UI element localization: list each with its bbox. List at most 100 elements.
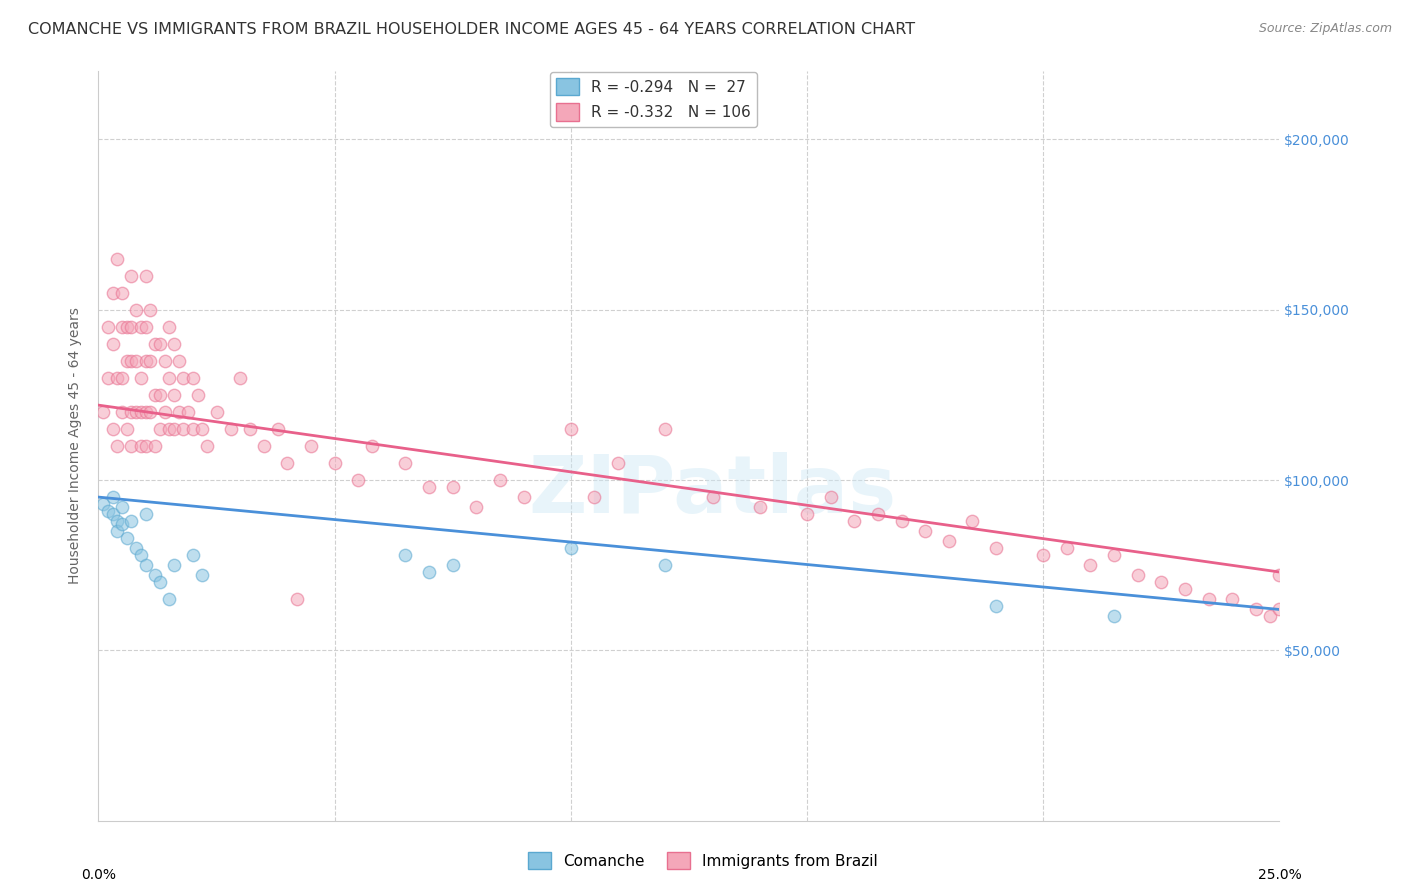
Point [111,319,134,334]
Point [1080,558,1102,573]
Point [181,422,204,436]
Point [91,497,114,511]
Point [105,524,128,538]
Point [654,422,676,436]
Point [191,568,214,582]
Point [101,336,124,351]
Point [560,422,582,436]
Point [129,548,152,562]
Point [1174,582,1197,596]
Point [157,371,180,385]
Point [866,507,889,521]
Point [167,354,190,368]
Point [143,439,166,453]
Point [135,354,157,368]
Point [163,388,186,402]
Point [97,319,120,334]
Point [153,354,176,368]
Point [129,405,152,419]
Point [267,422,290,436]
Point [394,456,416,470]
Point [121,319,143,334]
Point [748,500,770,515]
Point [125,354,148,368]
Text: 0.0%: 0.0% [82,868,115,882]
Point [654,558,676,573]
Point [441,558,464,573]
Point [276,456,298,470]
Point [1268,568,1291,582]
Point [702,490,724,504]
Point [163,558,186,573]
Point [1150,575,1173,590]
Point [157,592,180,607]
Text: COMANCHE VS IMMIGRANTS FROM BRAZIL HOUSEHOLDER INCOME AGES 45 - 64 YEARS CORRELA: COMANCHE VS IMMIGRANTS FROM BRAZIL HOUSE… [28,22,915,37]
Point [143,388,166,402]
Point [111,500,134,515]
Point [135,319,157,334]
Point [187,388,209,402]
Point [121,514,143,528]
Point [299,439,322,453]
Point [418,480,440,494]
Point [181,371,204,385]
Point [172,422,194,436]
Point [938,534,960,549]
Point [115,531,138,545]
Point [91,405,114,419]
Point [111,405,134,419]
Point [111,517,134,532]
Point [105,371,128,385]
Point [172,371,194,385]
Point [135,268,157,283]
Point [135,439,157,453]
Point [139,405,162,419]
Point [163,422,186,436]
Point [177,405,200,419]
Point [105,514,128,528]
Point [129,319,152,334]
Point [149,336,172,351]
Point [583,490,606,504]
Point [135,405,157,419]
Point [121,354,143,368]
Point [167,405,190,419]
Point [1198,592,1220,607]
Point [105,439,128,453]
Point [135,507,157,521]
Point [441,480,464,494]
Point [1126,568,1149,582]
Point [323,456,346,470]
Point [163,336,186,351]
Point [1244,602,1267,616]
Point [984,599,1007,613]
Point [229,371,252,385]
Point [844,514,866,528]
Point [1220,592,1243,607]
Point [205,405,228,419]
Point [607,456,630,470]
Point [465,500,488,515]
Point [394,548,416,562]
Point [101,507,124,521]
Point [129,371,152,385]
Point [1268,602,1291,616]
Point [149,388,172,402]
Point [1258,609,1281,624]
Point [97,371,120,385]
Text: ZIPatlas: ZIPatlas [529,452,897,530]
Point [181,548,204,562]
Point [1102,609,1125,624]
Point [1102,548,1125,562]
Point [139,354,162,368]
Point [820,490,842,504]
Point [139,302,162,317]
Point [149,422,172,436]
Point [135,558,157,573]
Point [361,439,384,453]
Point [143,336,166,351]
Point [157,422,180,436]
Point [1056,541,1078,556]
Point [157,319,180,334]
Point [149,575,172,590]
